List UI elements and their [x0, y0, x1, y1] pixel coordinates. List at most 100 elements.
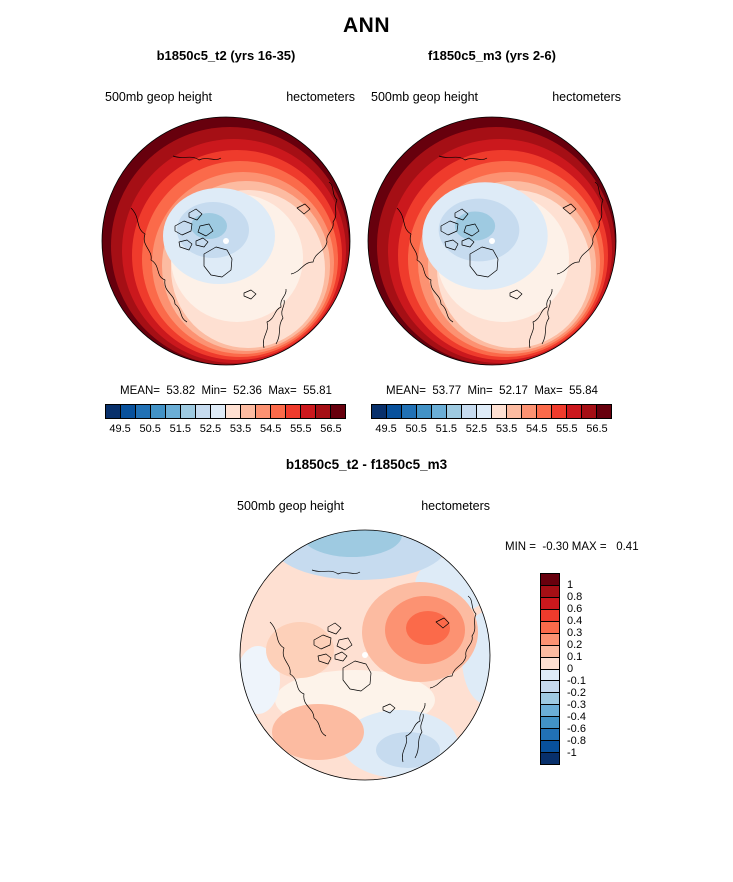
coastline	[178, 239, 193, 251]
coastline	[414, 713, 424, 759]
colorbar-tick-label: 49.5	[109, 423, 131, 435]
colorbar-segment	[372, 405, 387, 418]
coastline	[313, 634, 332, 650]
diff-minmax: MIN = -0.30 MAX = 0.41	[505, 541, 639, 553]
coastline	[469, 246, 499, 278]
colorbar-tick-label: 53.5	[495, 423, 518, 435]
colorbar-tick-label: 0.3	[567, 627, 583, 639]
colorbar-tick-label: 0.8	[567, 591, 583, 603]
panel-case2: f1850c5_m3 (yrs 2-6) 500mb geop height h…	[361, 48, 623, 448]
panel-case2-field-label: 500mb geop height	[371, 90, 479, 104]
coastline	[317, 653, 332, 665]
colorbar-segment	[151, 405, 166, 418]
coastline	[435, 617, 450, 629]
colorbar-segment	[541, 729, 559, 742]
colorbar-case2-ticks: 49.5 50.5 51.5 52.5 53.5 54.5 55.5 56.5	[371, 423, 612, 437]
panel-case2-header: 500mb geop height hectometers	[371, 90, 621, 104]
colorbar-segment	[582, 405, 597, 418]
panel-case2-stats: MEAN= 53.77 Min= 52.17 Max= 55.84	[386, 385, 598, 397]
colorbar-segment	[432, 405, 447, 418]
colorbar-tick-label: -1	[567, 747, 577, 759]
colorbar-segment	[492, 405, 507, 418]
coastline	[263, 288, 287, 349]
panel-difference: b1850c5_t2 - f1850c5_m3 500mb geop heigh…	[0, 455, 733, 815]
colorbar-tick-label: 52.5	[199, 423, 222, 435]
panel-case1-header: 500mb geop height hectometers	[105, 90, 355, 104]
colorbar-segment	[417, 405, 432, 418]
coastline	[296, 203, 311, 215]
polar-map-case2	[367, 116, 617, 366]
colorbar-tick-label: -0.1	[567, 675, 586, 687]
coastline	[269, 621, 327, 737]
coastline	[334, 651, 348, 662]
colorbar-tick-label: 51.5	[435, 423, 458, 435]
colorbar-tick-label: 50.5	[139, 423, 161, 435]
colorbar-tick-label: 0.1	[567, 651, 583, 663]
colorbar-tick-label: 56.5	[320, 423, 342, 435]
colorbar-segment	[541, 693, 559, 706]
coastline	[188, 208, 203, 221]
colorbar-tick-label: 1	[567, 579, 574, 591]
colorbar-segment	[541, 657, 559, 670]
colorbar-segment	[121, 405, 136, 418]
colorbar-segment	[106, 405, 121, 418]
colorbar-segment	[537, 405, 552, 418]
coastline	[438, 155, 488, 161]
colorbar-segment	[541, 585, 559, 598]
colorbar-segment	[541, 717, 559, 730]
colorbar-segment	[541, 741, 559, 754]
colorbar-segment	[567, 405, 582, 418]
colorbar-segment	[541, 621, 559, 634]
colorbar-segment	[166, 405, 181, 418]
colorbar-segment	[256, 405, 271, 418]
panel-case1-title: b1850c5_t2 (yrs 16-35)	[156, 48, 296, 63]
coastline	[243, 289, 257, 300]
coastline	[203, 246, 233, 278]
coastline	[454, 208, 469, 221]
diff-units-label: hectometers	[421, 499, 490, 513]
colorbar-segment	[552, 405, 567, 418]
colorbar-segment	[447, 405, 462, 418]
coastline	[444, 239, 459, 251]
colorbar-segment	[507, 405, 522, 418]
panel-case1: b1850c5_t2 (yrs 16-35) 500mb geop height…	[95, 48, 357, 448]
colorbar-segment	[286, 405, 301, 418]
colorbar-segment	[541, 574, 559, 586]
colorbar-tick-label: 50.5	[405, 423, 427, 435]
colorbar-segment	[462, 405, 477, 418]
colorbar-tick-label: 0.4	[567, 615, 583, 627]
diff-field-label: 500mb geop height	[237, 499, 345, 513]
colorbar-tick-label: 53.5	[229, 423, 252, 435]
colorbar-segment	[541, 597, 559, 610]
coastline	[195, 237, 209, 248]
panel-case1-units-label: hectometers	[286, 90, 355, 104]
colorbar-tick-label: 51.5	[169, 423, 192, 435]
colorbar-segment	[541, 681, 559, 694]
coastline	[461, 237, 475, 248]
colorbar-segment	[597, 405, 611, 418]
coastline	[529, 288, 553, 349]
colorbar-segment	[271, 405, 286, 418]
polar-map-difference	[239, 529, 491, 781]
coastline	[275, 299, 285, 345]
coastline	[556, 181, 604, 275]
colorbar-tick-label: -0.6	[567, 723, 586, 735]
coastline	[463, 223, 480, 237]
colorbar-tick-label: 52.5	[465, 423, 488, 435]
coastline	[336, 637, 353, 651]
colorbar-tick-label: 55.5	[556, 423, 578, 435]
coastline	[342, 660, 372, 692]
colorbar-segment	[136, 405, 151, 418]
coastline	[562, 203, 577, 215]
colorbar-segment	[541, 633, 559, 646]
colorbar-tick-label: -0.2	[567, 687, 586, 699]
colorbar-segment	[241, 405, 256, 418]
coastline	[402, 702, 426, 763]
panel-case2-units-label: hectometers	[552, 90, 621, 104]
diff-header: 500mb geop height hectometers	[237, 499, 490, 513]
colorbar-tick-label: 49.5	[375, 423, 397, 435]
colorbar-segment	[541, 669, 559, 682]
colorbar-tick-label: 0.2	[567, 639, 583, 651]
colorbar-segment	[387, 405, 402, 418]
colorbar-segment	[301, 405, 316, 418]
